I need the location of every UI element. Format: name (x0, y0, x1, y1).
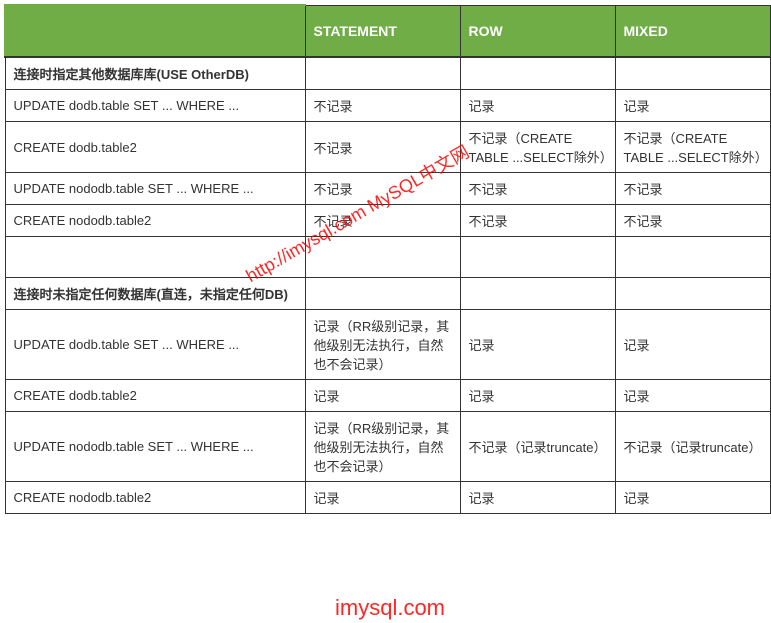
op-cell: CREATE nododb.table2 (5, 482, 305, 514)
row-cell: 不记录 (460, 205, 615, 237)
mixed-cell: 记录 (615, 90, 770, 122)
header-row-col: ROW (460, 5, 615, 57)
section1-title: 连接时指定其他数据库库(USE OtherDB) (5, 57, 305, 90)
stmt-cell: 记录（RR级别记录，其他级别无法执行，自然也不会记录） (305, 412, 460, 482)
op-cell: UPDATE nododb.table SET ... WHERE ... (5, 173, 305, 205)
stmt-cell: 不记录 (305, 90, 460, 122)
table-row: CREATE nododb.table2 记录 记录 记录 (5, 482, 770, 514)
table-row: UPDATE dodb.table SET ... WHERE ... 记录（R… (5, 310, 770, 380)
stmt-cell: 不记录 (305, 205, 460, 237)
section2-title: 连接时未指定任何数据库(直连，未指定任何DB) (5, 278, 305, 310)
binlog-table: STATEMENT ROW MIXED 连接时指定其他数据库库(USE Othe… (4, 4, 771, 514)
section2-title-row: 连接时未指定任何数据库(直连，未指定任何DB) (5, 278, 770, 310)
header-mixed: MIXED (615, 5, 770, 57)
stmt-cell: 记录 (305, 380, 460, 412)
mixed-cell: 不记录 (615, 205, 770, 237)
table-row: CREATE dodb.table2 不记录 不记录（CREATE TABLE … (5, 122, 770, 173)
op-cell: UPDATE dodb.table SET ... WHERE ... (5, 310, 305, 380)
table-row: CREATE dodb.table2 记录 记录 记录 (5, 380, 770, 412)
table-row: CREATE nododb.table2 不记录 不记录 不记录 (5, 205, 770, 237)
table-row: UPDATE nododb.table SET ... WHERE ... 记录… (5, 412, 770, 482)
header-row: STATEMENT ROW MIXED (5, 5, 770, 57)
row-cell: 记录 (460, 380, 615, 412)
row-cell: 记录 (460, 90, 615, 122)
header-blank (5, 5, 305, 57)
row-cell: 不记录（CREATE TABLE ...SELECT除外） (460, 122, 615, 173)
spacer-row (5, 237, 770, 278)
row-cell: 不记录 (460, 173, 615, 205)
header-statement: STATEMENT (305, 5, 460, 57)
mixed-cell: 记录 (615, 380, 770, 412)
op-cell: CREATE dodb.table2 (5, 380, 305, 412)
mixed-cell: 不记录（记录truncate） (615, 412, 770, 482)
op-cell: CREATE nododb.table2 (5, 205, 305, 237)
row-cell: 记录 (460, 482, 615, 514)
table-row: UPDATE dodb.table SET ... WHERE ... 不记录 … (5, 90, 770, 122)
mixed-cell: 记录 (615, 482, 770, 514)
table-row: UPDATE nododb.table SET ... WHERE ... 不记… (5, 173, 770, 205)
mixed-cell: 不记录 (615, 173, 770, 205)
mixed-cell: 不记录（CREATE TABLE ...SELECT除外） (615, 122, 770, 173)
stmt-cell: 不记录 (305, 173, 460, 205)
op-cell: UPDATE dodb.table SET ... WHERE ... (5, 90, 305, 122)
watermark-bottom: imysql.com (335, 595, 445, 621)
stmt-cell: 不记录 (305, 122, 460, 173)
row-cell: 记录 (460, 310, 615, 380)
op-cell: CREATE dodb.table2 (5, 122, 305, 173)
stmt-cell: 记录（RR级别记录，其他级别无法执行，自然也不会记录） (305, 310, 460, 380)
row-cell: 不记录（记录truncate） (460, 412, 615, 482)
section1-title-row: 连接时指定其他数据库库(USE OtherDB) (5, 57, 770, 90)
stmt-cell: 记录 (305, 482, 460, 514)
mixed-cell: 记录 (615, 310, 770, 380)
op-cell: UPDATE nododb.table SET ... WHERE ... (5, 412, 305, 482)
